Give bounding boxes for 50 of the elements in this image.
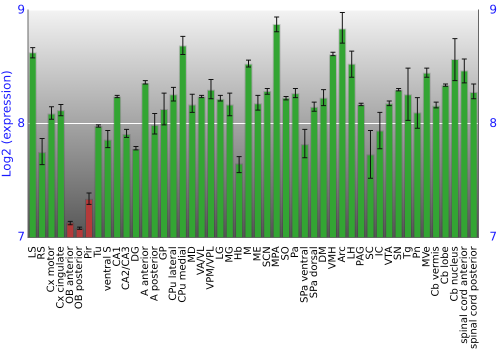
x-tick-label: Arc	[336, 246, 348, 263]
x-tick-label: DG	[130, 246, 142, 262]
x-tick-label: PAG	[356, 246, 367, 266]
x-tick-label: CA1	[112, 246, 123, 266]
x-tick-label: Tg	[402, 246, 414, 260]
x-tick-label: CA2/CA3	[121, 246, 132, 290]
y2-tick-label: 9	[489, 2, 498, 16]
x-tick-label: Cx cingulate	[55, 246, 66, 309]
x-tick-label: ME	[252, 246, 264, 262]
x-tick-label: VMH	[328, 246, 339, 270]
x-tick-label: OB posterior	[74, 245, 86, 310]
x-tick-label: Hb	[234, 246, 245, 260]
x-tick-label: Pn	[412, 246, 423, 258]
x-tick-label: SPa ventral	[299, 246, 310, 303]
x-tick-label: VPM/VPL	[206, 246, 217, 290]
x-tick-label: DM	[318, 246, 330, 263]
x-tick-label: spinal cord posterior	[468, 245, 480, 350]
x-tick-label: LG	[214, 246, 226, 260]
x-tick-label: MVe	[421, 246, 432, 268]
x-tick-label: CPu medial	[177, 246, 188, 303]
x-tick-label: RS	[36, 246, 48, 260]
y2-tick-label: 7	[489, 229, 498, 244]
x-tick-label: SO	[280, 246, 292, 261]
x-tick-label: spinal cord anterior	[458, 245, 470, 344]
x-tick-label: LH	[346, 246, 358, 260]
x-tick-label: MG	[224, 246, 236, 263]
x-tick-label: SCN	[262, 246, 273, 268]
x-tick-label: VTA	[384, 246, 395, 266]
x-tick-label: VA/VL	[196, 246, 208, 276]
x-tick-label: A posterior	[149, 245, 160, 302]
x-tick-label: GP	[158, 246, 170, 260]
x-tick-label: LS	[27, 246, 38, 258]
x-tick-label: M	[243, 246, 254, 255]
y-axis-title: Log2 (expression)	[0, 70, 14, 178]
x-tick-label: MPA	[271, 246, 282, 268]
x-tick-label: Tu	[92, 246, 104, 258]
y2-tick-label: 8	[489, 116, 498, 130]
x-tick-label: SPa dorsal	[308, 246, 320, 298]
x-tick-label: IC	[374, 246, 386, 256]
x-tick-label: A anterior	[140, 245, 151, 296]
x-tick-label: Pa	[290, 246, 302, 258]
x-tick-label: MD	[186, 246, 198, 263]
x-tick-label: SN	[393, 246, 404, 260]
x-tick-label: SC	[365, 246, 376, 260]
y-tick-label: 9	[17, 2, 26, 16]
x-tick-label: ventral S	[102, 246, 114, 292]
y-tick-label: 7	[17, 229, 26, 244]
x-tick-label: Pir	[84, 245, 95, 259]
x-tick-label: Cb lobe	[440, 246, 452, 284]
y-tick-label: 8	[17, 116, 26, 130]
